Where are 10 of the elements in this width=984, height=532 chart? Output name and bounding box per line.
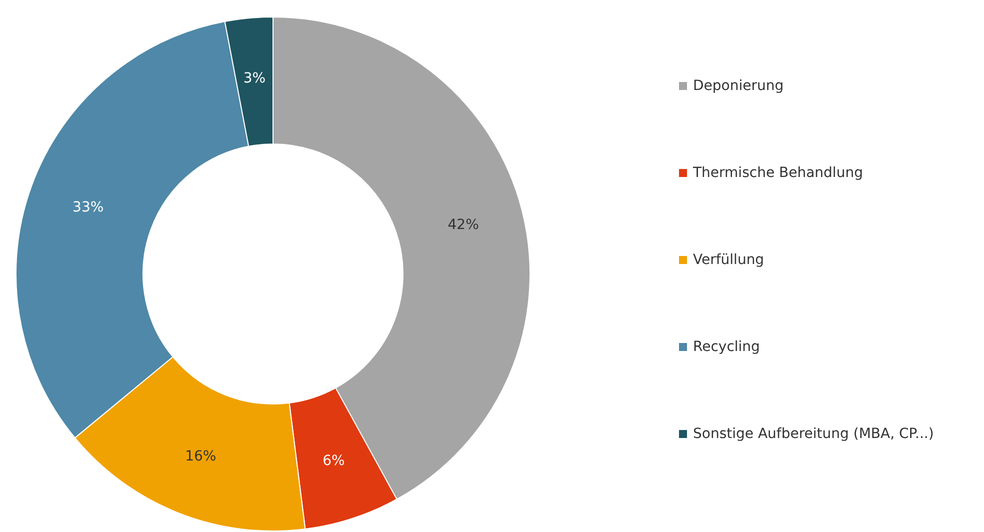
data-label: 6%	[322, 452, 345, 469]
legend-label: Thermische Behandlung	[692, 165, 863, 181]
legend-label: Deponierung	[693, 78, 784, 94]
data-label: 42%	[448, 217, 479, 234]
legend-label: Recycling	[693, 339, 760, 355]
legend-label: Verfüllung	[693, 252, 764, 268]
legend-label: Sonstige Aufbereitung (MBA, CP...)	[693, 426, 934, 442]
data-label: 33%	[72, 199, 104, 216]
data-label: 3%	[243, 70, 266, 86]
data-label: 16%	[185, 448, 216, 465]
